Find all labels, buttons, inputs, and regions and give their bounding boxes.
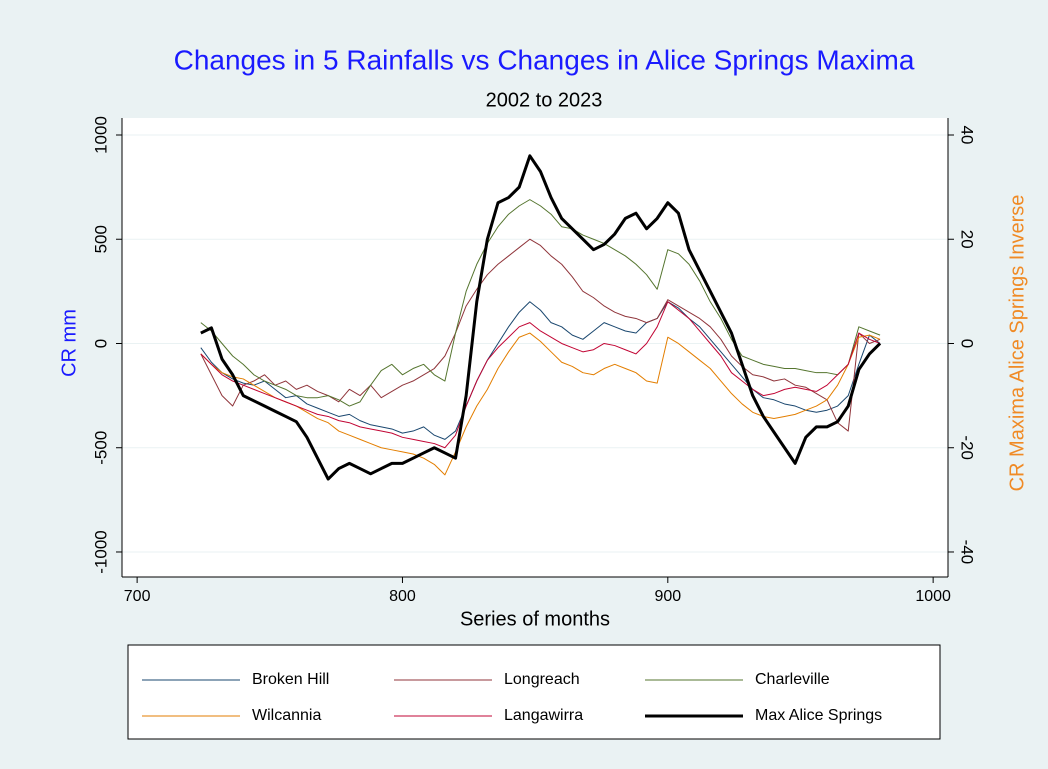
x-tick-label: 700 [124,588,151,605]
y-tick-label: 1000 [91,116,110,154]
y-tick-label: -500 [91,431,110,465]
y2-tick-label: 0 [958,339,977,348]
legend-label: Longreach [504,671,580,688]
x-tick-label: 1000 [915,588,951,605]
legend-label: Broken Hill [252,671,329,688]
y-axis-label: CR mm [58,309,80,377]
y2-tick-label: -40 [958,540,977,565]
series-line [200,154,882,481]
legend-label: Wilcannia [252,707,321,724]
legend-label: Max Alice Springs [755,707,882,724]
y2-tick-label: 40 [958,126,977,145]
series-line [200,301,881,440]
series-line [200,199,881,407]
y-tick-label: 0 [91,339,110,348]
legend-label: Charleville [755,671,830,688]
series-line [200,238,881,432]
x-tick-label: 900 [654,588,681,605]
y-tick-label: 500 [91,225,110,253]
legend-box [127,644,941,740]
x-axis-label: Series of months [460,608,610,630]
chart-title: Changes in 5 Rainfalls vs Changes in Ali… [174,44,915,75]
plot-area [122,118,948,577]
y2-axis-label: CR Maxima Alice Springs Inverse [1006,195,1028,492]
series-line [200,332,881,476]
y-tick-label: -1000 [91,530,110,573]
series-line [200,301,881,449]
legend-label: Langawirra [504,707,583,724]
x-tick-label: 800 [389,588,416,605]
y2-tick-label: 20 [958,230,977,249]
y2-tick-label: -20 [958,435,977,460]
chart-subtitle: 2002 to 2023 [486,89,603,111]
